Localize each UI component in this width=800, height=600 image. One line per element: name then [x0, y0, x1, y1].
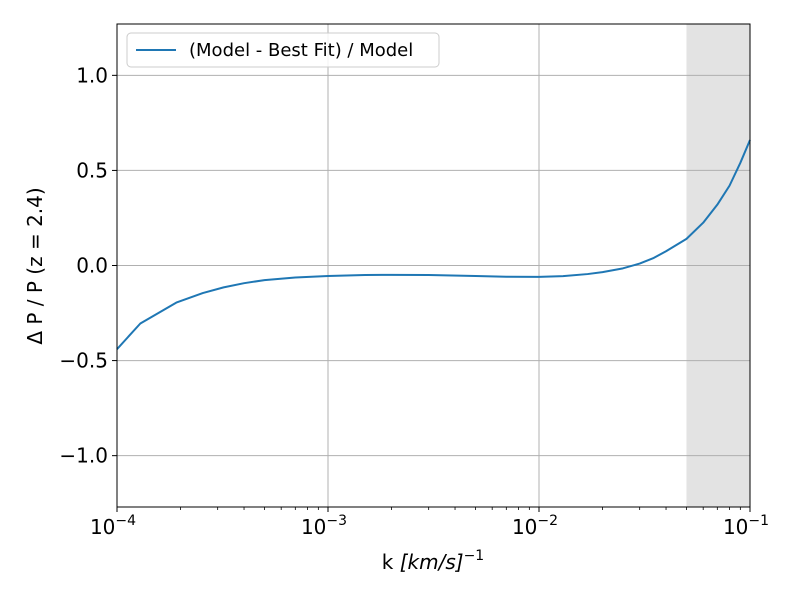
x-tick-exponent: −4 [115, 513, 136, 529]
x-tick-base: 10 [301, 515, 326, 539]
y-axis-label: Δ P / P (z = 2.4) [23, 187, 47, 344]
x-tick-exponent: −1 [748, 513, 769, 529]
legend-label: (Model - Best Fit) / Model [189, 40, 413, 61]
y-tick-label: −0.5 [59, 349, 108, 373]
x-tick-label: 10−2 [512, 513, 558, 539]
x-tick-label: 10−4 [90, 513, 136, 539]
plot-area [116, 23, 751, 508]
x-tick-base: 10 [90, 515, 115, 539]
x-tick-exponent: −3 [326, 513, 347, 529]
x-tick-exponent: −2 [537, 513, 558, 529]
x-tick-base: 10 [723, 515, 748, 539]
x-axis: 10−4 10−3 10−2 10−1 [90, 507, 769, 539]
y-tick-label: 0.5 [76, 158, 108, 182]
y-axis: 1.0 0.5 0.0 −0.5 −1.0 [59, 63, 117, 468]
x-axis-label: k [km/s]−1 [382, 548, 484, 574]
x-tick-base: 10 [512, 515, 537, 539]
y-tick-label: 1.0 [76, 63, 108, 87]
y-tick-label: 0.0 [76, 254, 108, 278]
y-tick-label: −1.0 [59, 444, 108, 468]
x-tick-label: 10−3 [301, 513, 347, 539]
series-line [116, 139, 751, 350]
x-tick-label: 10−1 [723, 513, 769, 539]
legend-box [126, 32, 440, 68]
legend: (Model - Best Fit) / Model [126, 32, 440, 68]
